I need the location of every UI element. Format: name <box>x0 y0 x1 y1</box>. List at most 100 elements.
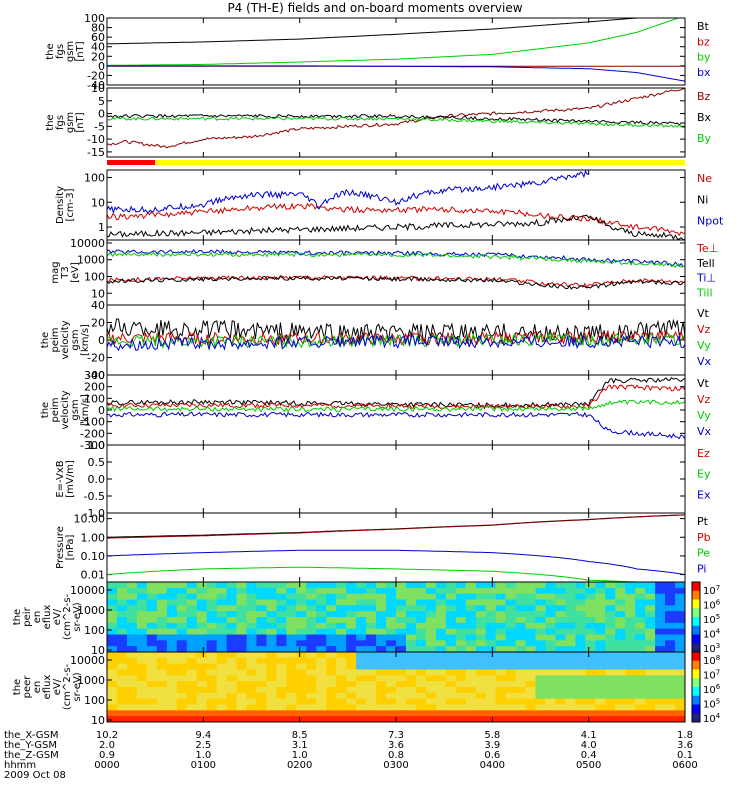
spectrogram-cell <box>415 704 427 711</box>
spectrogram-cell <box>455 605 467 612</box>
spectrogram-cell <box>116 593 128 600</box>
spectrogram-cell <box>585 704 596 711</box>
spectrogram-cell <box>146 669 158 676</box>
spectrogram-cell <box>435 698 447 705</box>
spectrogram-cell <box>196 617 208 624</box>
spectrogram-cell <box>126 634 138 641</box>
spectrogram-cell <box>525 716 537 723</box>
spectrogram-cell <box>545 599 556 606</box>
spectrogram-cell <box>545 587 556 595</box>
x-column-value: 3.6 <box>677 740 693 751</box>
spectrogram-cell <box>615 617 626 624</box>
spectrogram-cell <box>266 710 277 717</box>
spectrogram-cell <box>166 681 178 688</box>
spectrogram-cell <box>485 652 497 659</box>
spectrogram-cell <box>107 675 118 682</box>
spectrogram-cell <box>286 710 297 717</box>
spectrogram-cell <box>116 646 128 653</box>
spectrogram-cell <box>435 687 447 694</box>
spectrogram-cell <box>585 652 596 659</box>
x-column-value: 3.9 <box>484 740 500 751</box>
x-column-value: 0000 <box>94 760 119 771</box>
y-axis-label-line: eflux <box>42 605 53 630</box>
spectrogram-cell <box>465 605 477 612</box>
spectrogram-cell <box>386 628 397 635</box>
spectrogram-cell <box>356 675 367 682</box>
spectrogram-cell <box>107 657 118 665</box>
spectrogram-cell <box>166 640 178 647</box>
spectrogram-cell <box>256 605 267 612</box>
spectrogram-cell <box>465 628 477 635</box>
spectrogram-cell <box>276 640 287 647</box>
spectrogram-cell <box>575 622 586 630</box>
spectrogram-cell <box>555 617 566 624</box>
spectrogram-cell <box>425 692 437 700</box>
spectrogram-cell <box>565 698 576 705</box>
spectrogram-cell <box>595 617 606 624</box>
spectrogram-cell <box>266 687 277 694</box>
spectrogram-cell <box>156 698 168 705</box>
spectrogram-cell <box>296 652 307 659</box>
spectrogram-cell <box>166 663 178 670</box>
spectrogram-cell <box>186 599 198 606</box>
spectrogram-cell <box>565 710 576 717</box>
legend-label: Pe <box>697 547 710 560</box>
spectrogram-cell <box>575 646 586 653</box>
spectrogram-cell <box>655 704 666 711</box>
spectrogram-cell <box>525 692 537 700</box>
spectrogram-cell <box>376 605 387 612</box>
spectrogram-cell <box>415 628 427 635</box>
spectrogram-cell <box>306 628 317 635</box>
spectrogram-cell <box>246 582 257 589</box>
spectrogram-cell <box>565 669 576 676</box>
spectrogram-cell <box>306 669 317 676</box>
spectrogram-cell <box>246 698 257 705</box>
spectrogram-cell <box>585 599 596 606</box>
spectrogram-cell <box>545 675 556 682</box>
spectrogram-cell <box>376 599 387 606</box>
spectrogram-cell <box>405 681 417 688</box>
y-axis-label-line: gsm <box>70 329 81 350</box>
spectrogram-cell <box>455 663 467 670</box>
spectrogram-cell <box>625 628 636 635</box>
spectrogram-cell <box>196 710 208 717</box>
spectrogram-cell <box>485 640 497 647</box>
series-line-Bx <box>106 113 686 126</box>
spectrogram-cell <box>216 704 228 711</box>
spectrogram-cell <box>605 640 616 647</box>
spectrogram-cell <box>266 634 277 641</box>
spectrogram-cell <box>525 681 537 688</box>
spectrogram-cell <box>675 587 686 595</box>
spectrogram-cell <box>206 617 218 624</box>
spectrogram-cell <box>246 687 257 694</box>
spectrogram-cell <box>396 611 407 618</box>
spectrogram-cell <box>405 692 417 700</box>
spectrogram-cell <box>495 582 507 589</box>
spectrogram-cell <box>515 704 527 711</box>
spectrogram-cell <box>276 628 287 635</box>
spectrogram-cell <box>435 617 447 624</box>
spectrogram-cell <box>425 617 437 624</box>
spectrogram-cell <box>415 652 427 659</box>
spectrogram-cell <box>306 593 317 600</box>
spectrogram-cell <box>226 698 238 705</box>
spectrogram-cell <box>585 698 596 705</box>
spectrogram-cell <box>485 681 497 688</box>
spectrogram-cell <box>196 669 208 676</box>
spectrogram-cell <box>316 611 327 618</box>
spectrogram-cell <box>635 698 646 705</box>
spectrogram-cell <box>196 652 208 659</box>
spectrogram-cell <box>136 628 148 635</box>
x-column-value: 2.0 <box>99 740 115 751</box>
panel-frame <box>106 512 686 583</box>
spectrogram-cell <box>256 634 267 641</box>
spectrogram-cell <box>545 657 556 665</box>
spectrogram-cell <box>635 599 646 606</box>
spectrogram-cell <box>306 681 317 688</box>
spectrogram-cell <box>555 622 566 630</box>
spectrogram-cell <box>396 675 407 682</box>
spectrogram-cell <box>635 657 646 665</box>
spectrogram-cell <box>625 716 636 723</box>
